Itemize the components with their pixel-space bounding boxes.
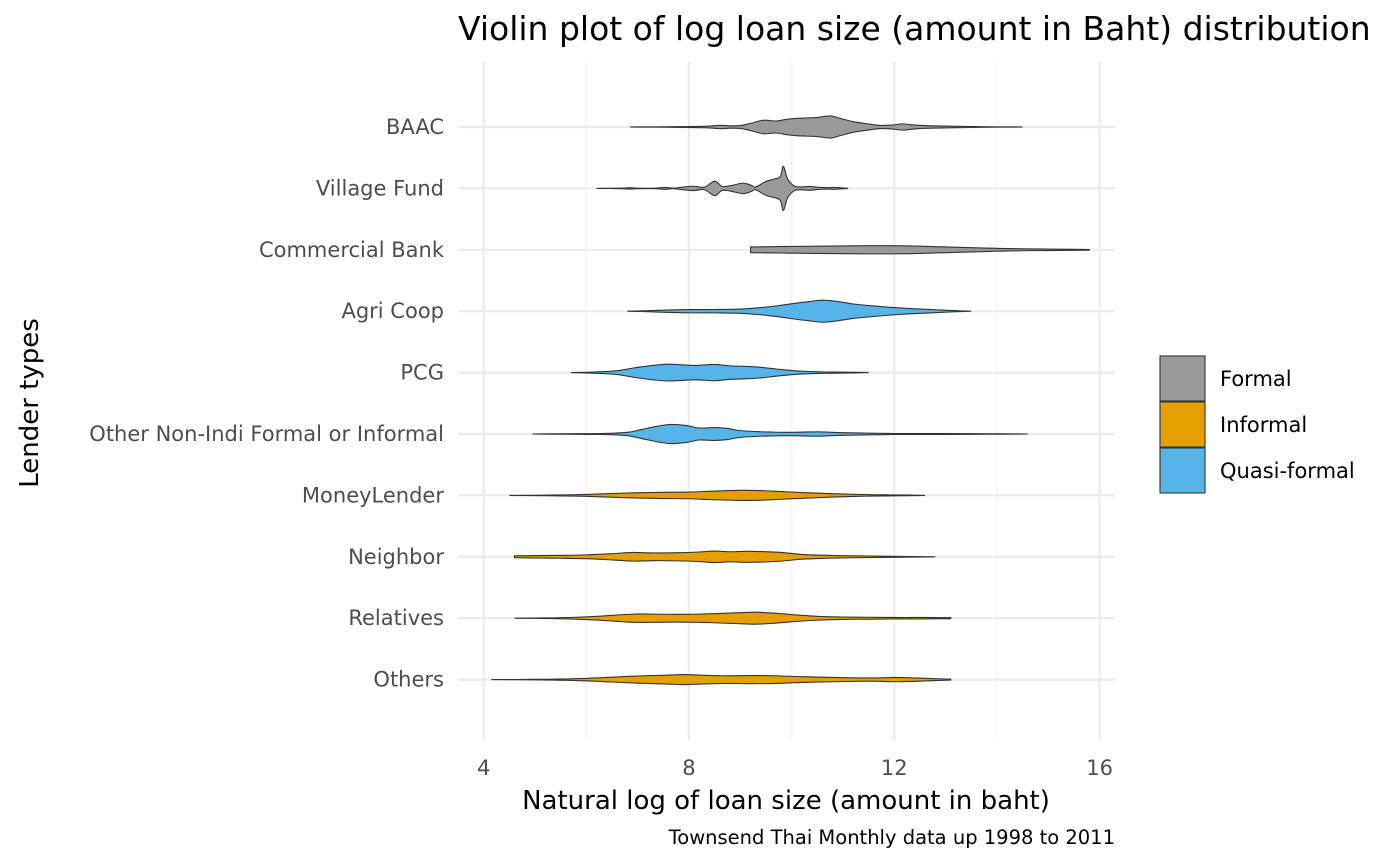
y-tick-label: BAAC [386,115,444,139]
x-tick-labels: 4 8 12 16 [477,756,1113,780]
violin-baac [629,115,1023,139]
legend-label: Informal [1220,413,1307,437]
violin-other-non-indi-formal-or-informal [532,423,1028,445]
violin-village-fund [596,165,849,212]
legend: Formal Informal Quasi-formal [1159,355,1355,494]
violin-relatives [514,611,952,625]
y-tick-label: PCG [400,361,444,385]
legend-label: Quasi-formal [1220,459,1355,483]
grid-lines [458,62,1115,740]
violins-group [491,115,1090,686]
y-tick-label: Others [373,668,444,692]
violin-neighbor [513,550,936,564]
y-tick-label: Other Non-Indi Formal or Informal [89,422,444,446]
violin-others [491,674,952,686]
legend-label: Formal [1220,367,1292,391]
violin-commercial-bank [750,245,1090,255]
violin-pcg [570,363,869,382]
x-tick-label: 16 [1086,756,1113,780]
caption: Townsend Thai Monthly data up 1998 to 20… [668,826,1115,849]
y-tick-labels: BAAC Village Fund Commercial Bank Agri Coop… [89,115,445,692]
legend-swatch [1159,355,1206,402]
x-tick-label: 12 [881,756,908,780]
y-tick-label: MoneyLender [302,483,444,507]
x-tick-label: 4 [477,756,490,780]
violin-agri-coop [627,299,972,323]
y-tick-label: Village Fund [316,176,444,200]
y-tick-label: Neighbor [348,545,444,569]
y-tick-label: Commercial Bank [259,238,445,262]
violin-moneylender [509,489,926,502]
legend-swatch [1159,401,1206,448]
chart-title: Violin plot of log loan size (amount in … [458,9,1371,48]
legend-swatch [1159,447,1206,494]
x-axis-title: Natural log of loan size (amount in baht… [522,786,1050,816]
y-axis-title: Lender types [15,318,45,488]
x-tick-label: 8 [682,756,695,780]
y-tick-label: Relatives [348,606,444,630]
y-tick-label: Agri Coop [341,299,444,323]
